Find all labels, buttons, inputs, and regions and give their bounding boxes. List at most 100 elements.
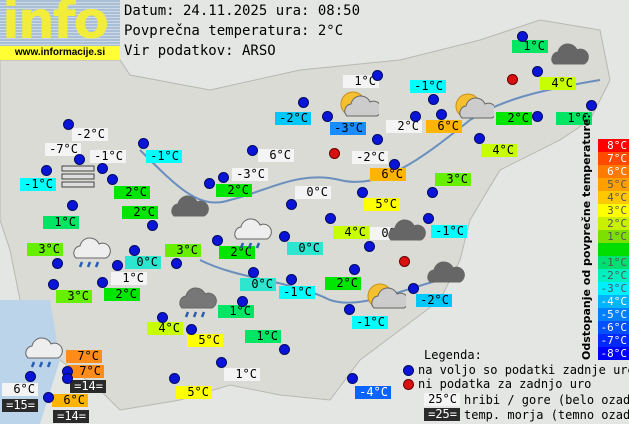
station-dot-icon[interactable]: [169, 373, 180, 384]
legend-title: Legenda:: [424, 348, 482, 362]
station-temperature: 5°C: [364, 198, 400, 211]
station-dot-icon[interactable]: [357, 187, 368, 198]
station-temperature: -3°C: [330, 122, 366, 135]
station-temperature: 1°C: [43, 216, 79, 229]
station-dot-icon[interactable]: [474, 133, 485, 144]
station-temperature: 2°C: [216, 184, 252, 197]
station-dot-icon[interactable]: [349, 264, 360, 275]
station-temperature: 2°C: [219, 246, 255, 259]
scale-step: 4°C: [598, 191, 629, 204]
station-no-data-dot-icon[interactable]: [399, 256, 410, 267]
station-dot-icon[interactable]: [52, 258, 63, 269]
partly-cloudy-icon: [362, 278, 409, 320]
station-dot-icon[interactable]: [129, 245, 140, 256]
station-temperature: 3°C: [56, 290, 92, 303]
station-no-data-dot-icon[interactable]: [329, 148, 340, 159]
station-dot-icon[interactable]: [247, 145, 258, 156]
station-temperature: -1°C: [431, 225, 467, 238]
station-temperature: 2°C: [104, 288, 140, 301]
station-dot-icon[interactable]: [325, 213, 336, 224]
scale-step: -3°C: [598, 282, 629, 295]
station-temperature: =15=: [2, 399, 38, 412]
station-dot-icon[interactable]: [147, 220, 158, 231]
station-temperature: 2°C: [325, 277, 361, 290]
station-dot-icon[interactable]: [216, 357, 227, 368]
station-dot-icon[interactable]: [279, 231, 290, 242]
station-dot-icon[interactable]: [298, 97, 309, 108]
partly-cloudy-icon: [450, 88, 497, 130]
station-dot-icon[interactable]: [286, 199, 297, 210]
station-dot-icon[interactable]: [428, 94, 439, 105]
station-dot-icon[interactable]: [279, 344, 290, 355]
rain-cloud-icon: [176, 282, 220, 324]
station-dot-icon[interactable]: [171, 258, 182, 269]
station-dot-icon[interactable]: [347, 373, 358, 384]
scale-step: [598, 243, 629, 256]
station-dot-icon[interactable]: [427, 187, 438, 198]
station-no-data-dot-icon[interactable]: [507, 74, 518, 85]
station-dot-icon[interactable]: [372, 70, 383, 81]
station-dot-icon[interactable]: [48, 279, 59, 290]
station-temperature: 1°C: [218, 305, 254, 318]
station-dot-icon[interactable]: [344, 304, 355, 315]
station-dot-icon[interactable]: [389, 159, 400, 170]
station-temperature: 5°C: [187, 334, 223, 347]
station-dot-icon[interactable]: [218, 172, 229, 183]
station-dot-icon[interactable]: [112, 260, 123, 271]
station-temperature: 4°C: [333, 226, 369, 239]
station-temperature: 4°C: [147, 322, 183, 335]
station-dot-icon[interactable]: [204, 178, 215, 189]
logo-url[interactable]: www.informacije.si: [0, 46, 120, 60]
station-dot-icon[interactable]: [237, 296, 248, 307]
station-dot-icon[interactable]: [138, 138, 149, 149]
station-dot-icon[interactable]: [41, 165, 52, 176]
station-dot-icon[interactable]: [364, 241, 375, 252]
data-source: Vir podatkov: ARSO: [124, 43, 276, 59]
station-dot-icon[interactable]: [107, 174, 118, 185]
station-dot-icon[interactable]: [286, 274, 297, 285]
station-temperature: -2°C: [352, 151, 388, 164]
scale-step: -8°C: [598, 347, 629, 360]
station-dot-icon[interactable]: [74, 154, 85, 165]
station-dot-icon[interactable]: [410, 111, 421, 122]
station-dot-icon[interactable]: [43, 392, 54, 403]
station-dot-icon[interactable]: [67, 200, 78, 211]
station-temperature: -2°C: [275, 112, 311, 125]
station-temperature: 1°C: [343, 75, 379, 88]
station-dot-icon[interactable]: [586, 100, 597, 111]
station-dot-icon[interactable]: [408, 283, 419, 294]
station-dot-icon[interactable]: [517, 31, 528, 42]
station-temperature: 1°C: [245, 330, 281, 343]
legend-sea-sample: =25=: [424, 408, 460, 421]
scale-step: -4°C: [598, 295, 629, 308]
station-dot-icon[interactable]: [157, 312, 168, 323]
station-temperature: 0°C: [240, 278, 276, 291]
station-temperature: 3°C: [435, 173, 471, 186]
station-dot-icon[interactable]: [532, 66, 543, 77]
station-dot-icon[interactable]: [372, 134, 383, 145]
station-dot-icon[interactable]: [186, 324, 197, 335]
station-dot-icon[interactable]: [423, 213, 434, 224]
station-temperature: 6°C: [370, 168, 406, 181]
station-dot-icon[interactable]: [436, 109, 447, 120]
station-dot-icon[interactable]: [63, 119, 74, 130]
station-dot-icon[interactable]: [25, 371, 36, 382]
station-temperature: 2°C: [496, 112, 532, 125]
station-temperature: -4°C: [355, 386, 391, 399]
station-temperature: -2°C: [416, 294, 452, 307]
station-dot-icon[interactable]: [248, 267, 259, 278]
logo[interactable]: info www.informacije.si: [0, 0, 120, 60]
station-dot-icon[interactable]: [62, 373, 73, 384]
station-temperature: -1°C: [352, 316, 388, 329]
scale-step: -7°C: [598, 334, 629, 347]
station-dot-icon[interactable]: [212, 235, 223, 246]
station-dot-icon[interactable]: [97, 163, 108, 174]
station-temperature: -1°C: [20, 178, 56, 191]
legend-blue-dot-icon: [403, 365, 414, 376]
scale-step: -6°C: [598, 321, 629, 334]
station-dot-icon[interactable]: [322, 111, 333, 122]
logo-text: info: [2, 0, 109, 51]
station-dot-icon[interactable]: [532, 111, 543, 122]
station-dot-icon[interactable]: [97, 277, 108, 288]
station-temperature: 6°C: [258, 149, 294, 162]
